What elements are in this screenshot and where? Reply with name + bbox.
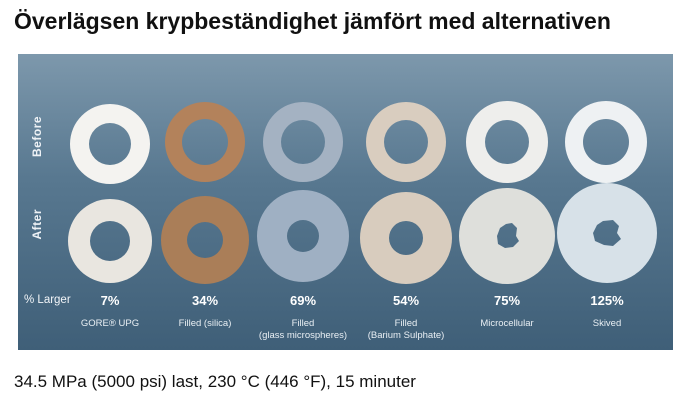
gasket-shape — [165, 102, 245, 182]
sample-name: GORE® UPG — [80, 318, 140, 329]
gasket-after — [255, 188, 351, 284]
gasket-shape — [161, 196, 249, 284]
gasket-after — [66, 197, 154, 285]
gasket-after — [555, 181, 659, 285]
gasket-before — [261, 100, 345, 184]
sample-name: Filled (silica) — [178, 318, 232, 329]
gasket-after — [457, 186, 557, 286]
sample-name: Microcellular — [480, 318, 534, 329]
gasket-before — [163, 100, 247, 184]
sample-name: Skived — [592, 318, 622, 329]
gasket-shape — [366, 102, 446, 182]
test-conditions-caption: 34.5 MPa (5000 psi) last, 230 °C (446 °F… — [14, 372, 416, 391]
after-row-label: After — [30, 209, 44, 240]
gasket-after — [358, 190, 454, 286]
gasket-shape — [565, 101, 647, 183]
percent-value: 69% — [289, 293, 317, 308]
gasket-before — [464, 99, 550, 185]
gasket-shape — [557, 183, 657, 283]
before-row-label: Before — [30, 116, 44, 158]
gasket-shape — [466, 101, 548, 183]
page-title: Överlägsen krypbeständighet jämfört med … — [14, 8, 611, 34]
gasket-before — [68, 102, 152, 186]
percent-value: 34% — [191, 293, 219, 308]
gasket-shape — [70, 104, 150, 184]
percent-value: 75% — [493, 293, 521, 308]
gasket-shape — [263, 102, 343, 182]
gasket-shape — [360, 192, 452, 284]
percent-value: 54% — [392, 293, 420, 308]
gasket-before — [364, 100, 448, 184]
sample-name: Filled (Barium Sulphate) — [367, 318, 445, 341]
comparison-photo: Before After % Larger 7% GORE® UPG 34% F… — [18, 54, 673, 350]
percent-value: 125% — [590, 293, 624, 308]
gasket-shape — [68, 199, 152, 283]
sample-name: Filled (glass microspheres) — [258, 318, 348, 341]
percent-larger-label: % Larger — [24, 294, 71, 306]
percent-value: 7% — [100, 293, 120, 308]
gasket-after — [159, 194, 251, 286]
gasket-shape — [257, 190, 349, 282]
gasket-shape — [459, 188, 555, 284]
gasket-before — [563, 99, 649, 185]
